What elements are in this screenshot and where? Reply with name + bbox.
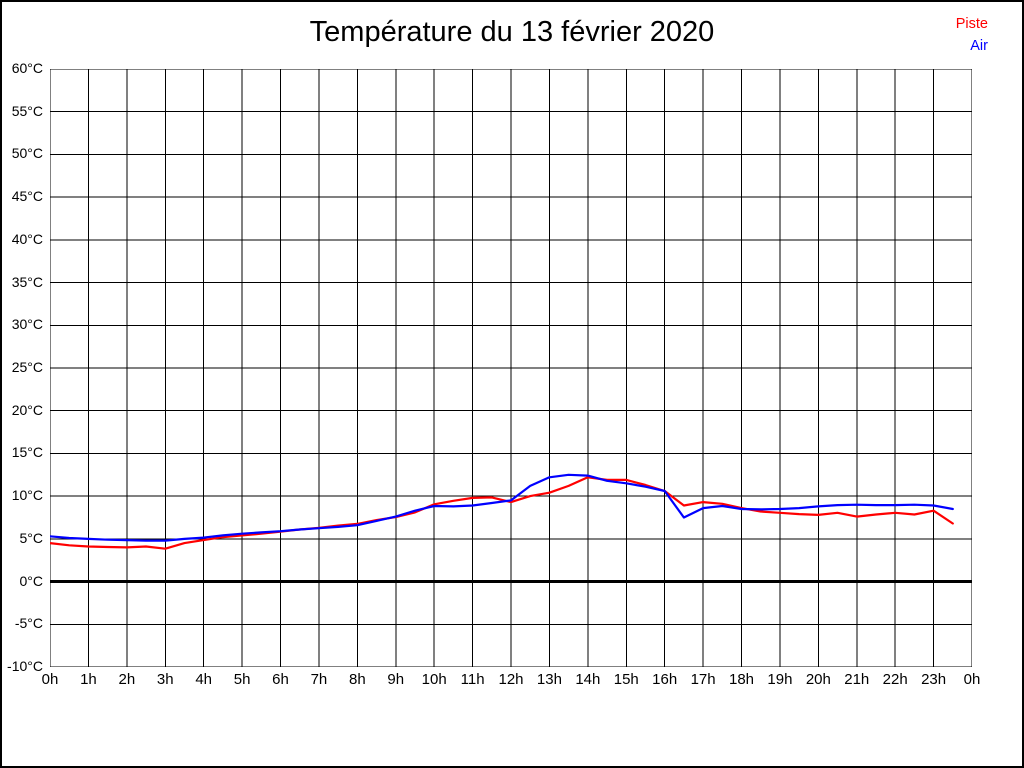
y-tick-label: 60°C	[11, 60, 43, 76]
y-tick-label: -10°C	[7, 658, 43, 674]
x-tick-label: 21h	[844, 671, 870, 688]
y-axis-labels: 60°C 55°C 50°C 45°C 40°C 35°C 30°C 25°C 20°C 15°C…	[2, 60, 46, 674]
x-axis-labels: 0h 1h 2h 3h 4h 5h 6h 7h 8h 9h 10h 11h 12h 13h 14h 15h 16…	[42, 671, 981, 691]
x-tick-label: 4h	[195, 671, 212, 688]
legend-item-piste: Piste	[955, 16, 988, 32]
x-tick-label: 14h	[575, 671, 601, 688]
x-tick-label: 16h	[652, 671, 678, 688]
y-tick-label: 30°C	[11, 316, 43, 333]
x-tick-label: 13h	[536, 671, 562, 688]
chart-title: Température du 13 février 2020	[309, 16, 715, 48]
x-tick-label: 2h	[118, 671, 136, 688]
x-tick-label: 15h	[613, 671, 639, 688]
y-tick-label: 40°C	[11, 230, 43, 247]
y-tick-label: 20°C	[11, 401, 43, 418]
y-tick-label: 55°C	[11, 102, 43, 119]
x-tick-label: 8h	[348, 671, 366, 688]
series-line-piste	[50, 476, 954, 550]
x-tick-label: 11h	[460, 671, 485, 688]
x-tick-label: 9h	[387, 671, 405, 688]
x-tick-label: 22h	[882, 671, 908, 688]
y-tick-label: 25°C	[11, 359, 43, 375]
x-tick-label: 0h	[963, 671, 981, 688]
x-tick-label: 6h	[272, 671, 289, 688]
y-tick-label: 10°C	[11, 487, 43, 504]
x-tick-label: 7h	[310, 671, 328, 688]
y-tick-label: 35°C	[11, 273, 43, 290]
y-tick-label: 50°C	[11, 145, 43, 162]
x-tick-label: 19h	[767, 671, 793, 688]
y-tick-label: 0°C	[19, 572, 44, 589]
legend: Piste Air	[956, 13, 988, 57]
y-tick-label: -5°C	[14, 615, 43, 632]
series-line-air	[50, 473, 954, 542]
plot-area	[50, 69, 972, 667]
x-tick-label: 1h	[80, 671, 97, 688]
x-tick-label: 10h	[421, 671, 447, 688]
x-tick-label: 0h	[41, 671, 59, 688]
x-tick-label: 12h	[498, 671, 524, 688]
legend-item-air: Air	[970, 38, 988, 54]
y-tick-label: 45°C	[11, 188, 43, 205]
y-tick-label: 15°C	[11, 444, 43, 461]
x-tick-label: 23h	[921, 671, 947, 688]
y-tick-label: 5°C	[19, 529, 44, 546]
x-tick-label: 18h	[728, 671, 755, 688]
x-tick-label: 20h	[805, 671, 831, 688]
x-tick-label: 5h	[233, 671, 251, 688]
x-tick-label: 17h	[690, 671, 716, 688]
x-tick-label: 3h	[156, 671, 174, 688]
